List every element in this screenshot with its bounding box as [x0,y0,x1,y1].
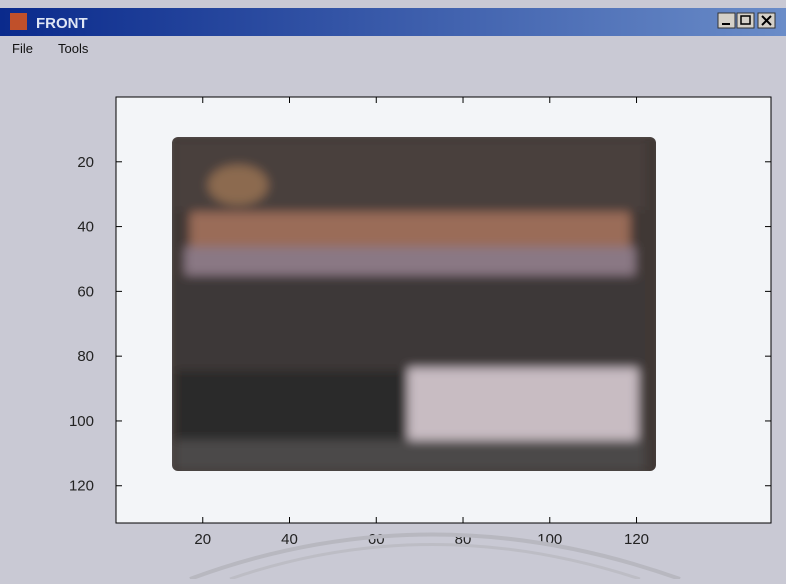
minimize-button[interactable] [718,13,735,28]
menu-item[interactable]: Tools [58,41,89,56]
window-title: FRONT [36,15,88,32]
x-tick-label: 40 [281,531,298,548]
window-controls[interactable] [718,13,775,28]
x-tick-label: 120 [624,531,649,548]
y-tick-label: 60 [77,283,94,300]
app-icon [10,13,27,30]
y-tick-label: 100 [69,413,94,430]
y-tick-label: 80 [77,348,94,365]
menu-item[interactable]: File [12,41,33,56]
image [165,130,665,480]
title-bar [0,8,786,36]
y-tick-label: 120 [69,478,94,495]
window: FRONT File Tools 20406080100120204060801… [0,0,786,579]
page: FRONT File Tools 20406080100120204060801… [0,0,786,579]
x-tick-label: 20 [194,531,211,548]
y-tick-label: 40 [77,219,94,236]
y-tick-label: 20 [77,154,94,171]
